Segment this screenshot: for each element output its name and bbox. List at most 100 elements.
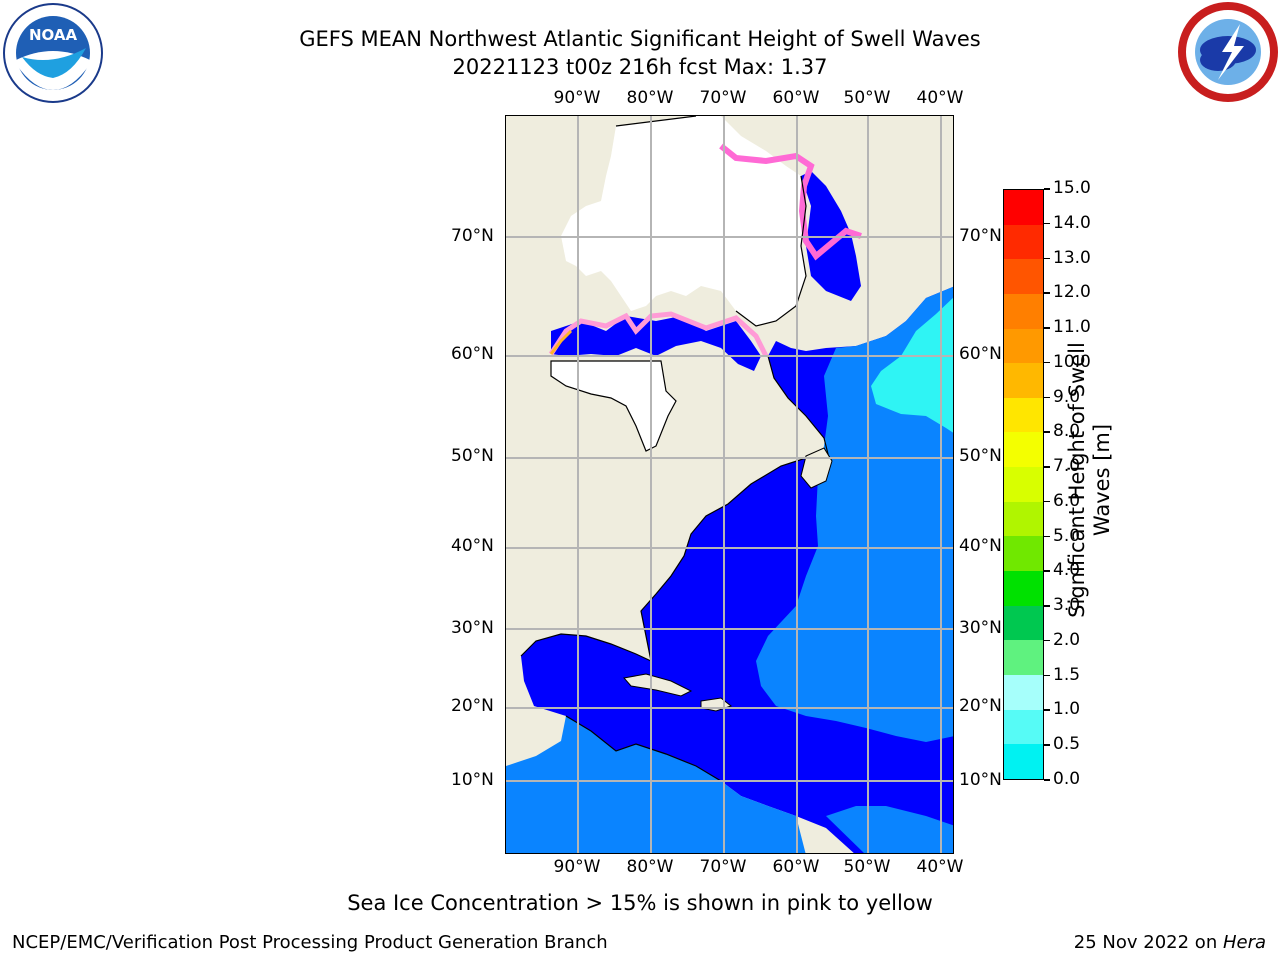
colorbar-tick-label: 9.0 bbox=[1053, 386, 1081, 407]
lat-label-left: 20°N bbox=[451, 696, 494, 716]
colorbar-tick-mark bbox=[1044, 361, 1050, 364]
lon-label-top: 90°W bbox=[553, 88, 601, 108]
credit-host: Hera bbox=[1222, 932, 1266, 953]
colorbar-tick-label: 4.0 bbox=[1053, 560, 1081, 581]
colorbar-band bbox=[1004, 432, 1043, 468]
colorbar-tick-mark bbox=[1044, 709, 1050, 711]
colorbar-tick-label: 0.0 bbox=[1053, 769, 1081, 789]
swell-region-south bbox=[826, 806, 953, 853]
lat-label-left: 50°N bbox=[451, 446, 494, 466]
coastlines bbox=[520, 116, 829, 782]
chart-subtitle: 20221123 t00z 216h fcst Max: 1.37 bbox=[452, 55, 828, 79]
credit-date: 25 Nov 2022 on bbox=[1073, 932, 1223, 953]
lat-label-right: 20°N bbox=[959, 696, 1002, 716]
lon-label-bottom: 60°W bbox=[772, 857, 820, 877]
colorbar-tick-mark bbox=[1044, 605, 1050, 607]
lat-label-right: 70°N bbox=[959, 226, 1002, 246]
lat-label-left: 30°N bbox=[451, 618, 494, 638]
colorbar-band bbox=[1004, 536, 1043, 572]
colorbar-band bbox=[1004, 259, 1043, 294]
colorbar-band bbox=[1004, 744, 1043, 779]
swell-region-caribbean bbox=[506, 716, 806, 853]
map-panel bbox=[505, 115, 954, 854]
colorbar-band bbox=[1004, 467, 1043, 502]
swell-region-high bbox=[871, 297, 953, 433]
lon-label-bottom: 40°W bbox=[916, 857, 964, 877]
colorbar-band bbox=[1004, 674, 1043, 710]
colorbar-tick-label: 1.0 bbox=[1053, 699, 1081, 720]
colorbar-tick-label: 12.0 bbox=[1053, 282, 1091, 303]
colorbar-tick-mark bbox=[1044, 466, 1050, 468]
colorbar-tick-mark bbox=[1044, 188, 1050, 190]
colorbar-tick-mark bbox=[1044, 744, 1050, 746]
lat-label-left: 70°N bbox=[451, 226, 494, 246]
colorbar-band bbox=[1004, 328, 1043, 364]
lon-label-top: 50°W bbox=[843, 88, 891, 108]
svg-text:NOAA: NOAA bbox=[29, 26, 78, 44]
lat-label-right: 10°N bbox=[959, 770, 1002, 790]
colorbar-tick-label: 2.0 bbox=[1053, 629, 1081, 650]
colorbar-band bbox=[1004, 709, 1043, 745]
colorbar-tick-label: 1.5 bbox=[1053, 664, 1081, 685]
colorbar-band bbox=[1004, 640, 1043, 675]
colorbar bbox=[1003, 189, 1044, 780]
colorbar-tick-label: 15.0 bbox=[1053, 178, 1091, 198]
lon-label-bottom: 70°W bbox=[699, 857, 747, 877]
lat-label-right: 40°N bbox=[959, 536, 1002, 556]
colorbar-tick-mark bbox=[1044, 327, 1050, 329]
lat-label-right: 30°N bbox=[959, 618, 1002, 638]
graticule bbox=[506, 116, 953, 853]
colorbar-tick-mark bbox=[1044, 292, 1050, 294]
sea-ice-caption: Sea Ice Concentration > 15% is shown in … bbox=[347, 891, 933, 915]
colorbar-tick-mark bbox=[1044, 500, 1050, 503]
colorbar-tick-label: 13.0 bbox=[1053, 247, 1091, 268]
lat-label-left: 60°N bbox=[451, 344, 494, 364]
colorbar-ticks: 15.0 14.0 13.0 12.0 11.0 10.0 9.0 8.0 7.0 6.0 5.0 4… bbox=[1044, 178, 1104, 789]
colorbar-tick-label: 6.0 bbox=[1053, 490, 1081, 511]
colorbar-band bbox=[1004, 224, 1043, 260]
colorbar-band bbox=[1004, 190, 1043, 225]
lon-label-top: 60°W bbox=[772, 88, 820, 108]
colorbar-tick-label: 8.0 bbox=[1053, 421, 1081, 442]
colorbar-tick-label: 0.5 bbox=[1053, 734, 1081, 755]
colorbar-tick-label: 3.0 bbox=[1053, 595, 1081, 616]
colorbar-tick-mark bbox=[1044, 674, 1050, 677]
colorbar-tick-mark bbox=[1044, 222, 1050, 225]
colorbar-tick-mark bbox=[1044, 257, 1050, 260]
colorbar-tick-label: 11.0 bbox=[1053, 317, 1091, 338]
lat-label-right: 50°N bbox=[959, 446, 1002, 466]
lat-label-left: 10°N bbox=[451, 770, 494, 790]
colorbar-tick-label: 14.0 bbox=[1053, 212, 1091, 233]
lon-label-top: 80°W bbox=[626, 88, 674, 108]
colorbar-tick-label: 10.0 bbox=[1053, 351, 1091, 372]
ice-area-north bbox=[561, 116, 806, 326]
lon-label-bottom: 90°W bbox=[553, 857, 601, 877]
colorbar-tick-mark bbox=[1044, 396, 1050, 399]
colorbar-tick-mark bbox=[1044, 431, 1050, 433]
colorbar-label: Significant Height of Swell Waves [m] bbox=[1065, 342, 1114, 618]
colorbar-band bbox=[1004, 363, 1043, 398]
hudson-bay bbox=[551, 316, 761, 371]
map-canvas bbox=[506, 116, 953, 853]
credit-right: 25 Nov 2022 on Hera bbox=[1074, 932, 1266, 953]
colorbar-band bbox=[1004, 397, 1043, 433]
sea-ice-fringe-baffin bbox=[719, 143, 862, 261]
chart-title: GEFS MEAN Northwest Atlantic Significant… bbox=[299, 27, 981, 51]
lon-label-top: 40°W bbox=[916, 88, 964, 108]
colorbar-band bbox=[1004, 293, 1043, 329]
ice-area-ungava bbox=[551, 361, 676, 451]
colorbar-band bbox=[1004, 501, 1043, 537]
colorbar-tick-label: 5.0 bbox=[1053, 525, 1081, 546]
colorbar-tick-mark bbox=[1044, 779, 1050, 781]
sea-ice-fringe-yellow bbox=[549, 329, 573, 355]
colorbar-tick-mark bbox=[1044, 639, 1050, 642]
colorbar-tick-mark bbox=[1044, 570, 1050, 572]
colorbar-tick-mark bbox=[1044, 535, 1050, 538]
noaa-logo: NOAA bbox=[2, 2, 104, 104]
lat-label-left: 40°N bbox=[451, 536, 494, 556]
lon-label-bottom: 50°W bbox=[843, 857, 891, 877]
colorbar-band bbox=[1004, 605, 1043, 641]
lat-label-right: 60°N bbox=[959, 344, 1002, 364]
lon-label-top: 70°W bbox=[699, 88, 747, 108]
colorbar-tick-label: 7.0 bbox=[1053, 456, 1081, 477]
